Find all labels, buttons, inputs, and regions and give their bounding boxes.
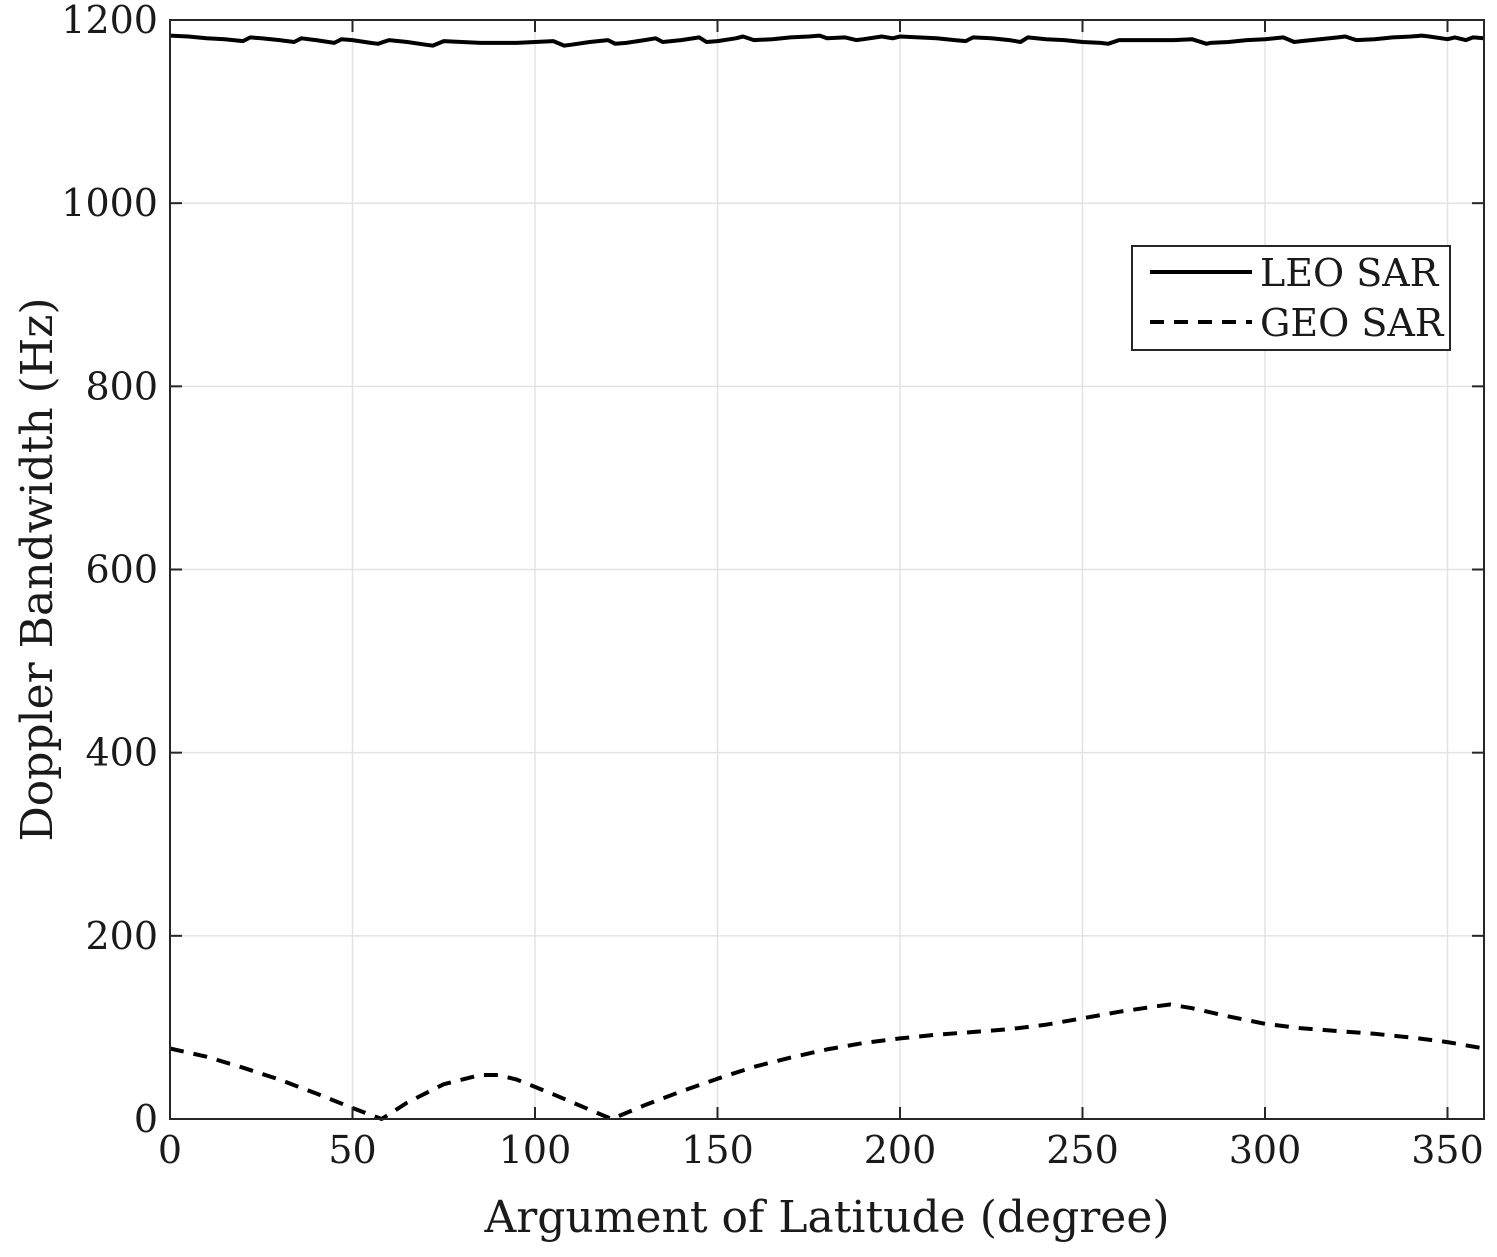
legend: LEO SAR GEO SAR (1131, 245, 1451, 351)
x-axis-label: Argument of Latitude (degree) (483, 1192, 1169, 1243)
x-tick-label: 250 (1046, 1128, 1119, 1172)
x-tick-label: 150 (681, 1128, 754, 1172)
x-tick-label: 350 (1411, 1128, 1484, 1172)
y-axis-label: Doppler Bandwidth (Hz) (12, 297, 63, 841)
y-tick-label: 800 (85, 364, 158, 408)
y-tick-label: 1000 (61, 181, 158, 225)
y-tick-label: 200 (85, 914, 158, 958)
tick-labels: 0 50 100 150 200 250 300 350 0 200 400 600 800 1000 12… (61, 0, 1483, 1172)
series-group (169, 33, 1485, 1121)
grid (170, 20, 1484, 1119)
series-line-leo-sar (169, 33, 1485, 48)
y-tick-label: 600 (85, 548, 158, 592)
x-tick-label: 50 (328, 1128, 376, 1172)
x-tick-label: 200 (864, 1128, 937, 1172)
legend-label-geo-sar: GEO SAR (1260, 301, 1445, 345)
tick-marks (169, 19, 1484, 1120)
series-line-geo-sar (169, 1002, 1485, 1121)
y-tick-label: 1200 (61, 0, 158, 42)
x-tick-label: 100 (499, 1128, 572, 1172)
x-tick-label: 0 (158, 1128, 182, 1172)
y-tick-label: 0 (134, 1097, 158, 1141)
x-tick-label: 300 (1229, 1128, 1302, 1172)
legend-label-leo-sar: LEO SAR (1260, 251, 1440, 295)
y-tick-label: 400 (85, 731, 158, 775)
legend-box (1131, 245, 1451, 351)
